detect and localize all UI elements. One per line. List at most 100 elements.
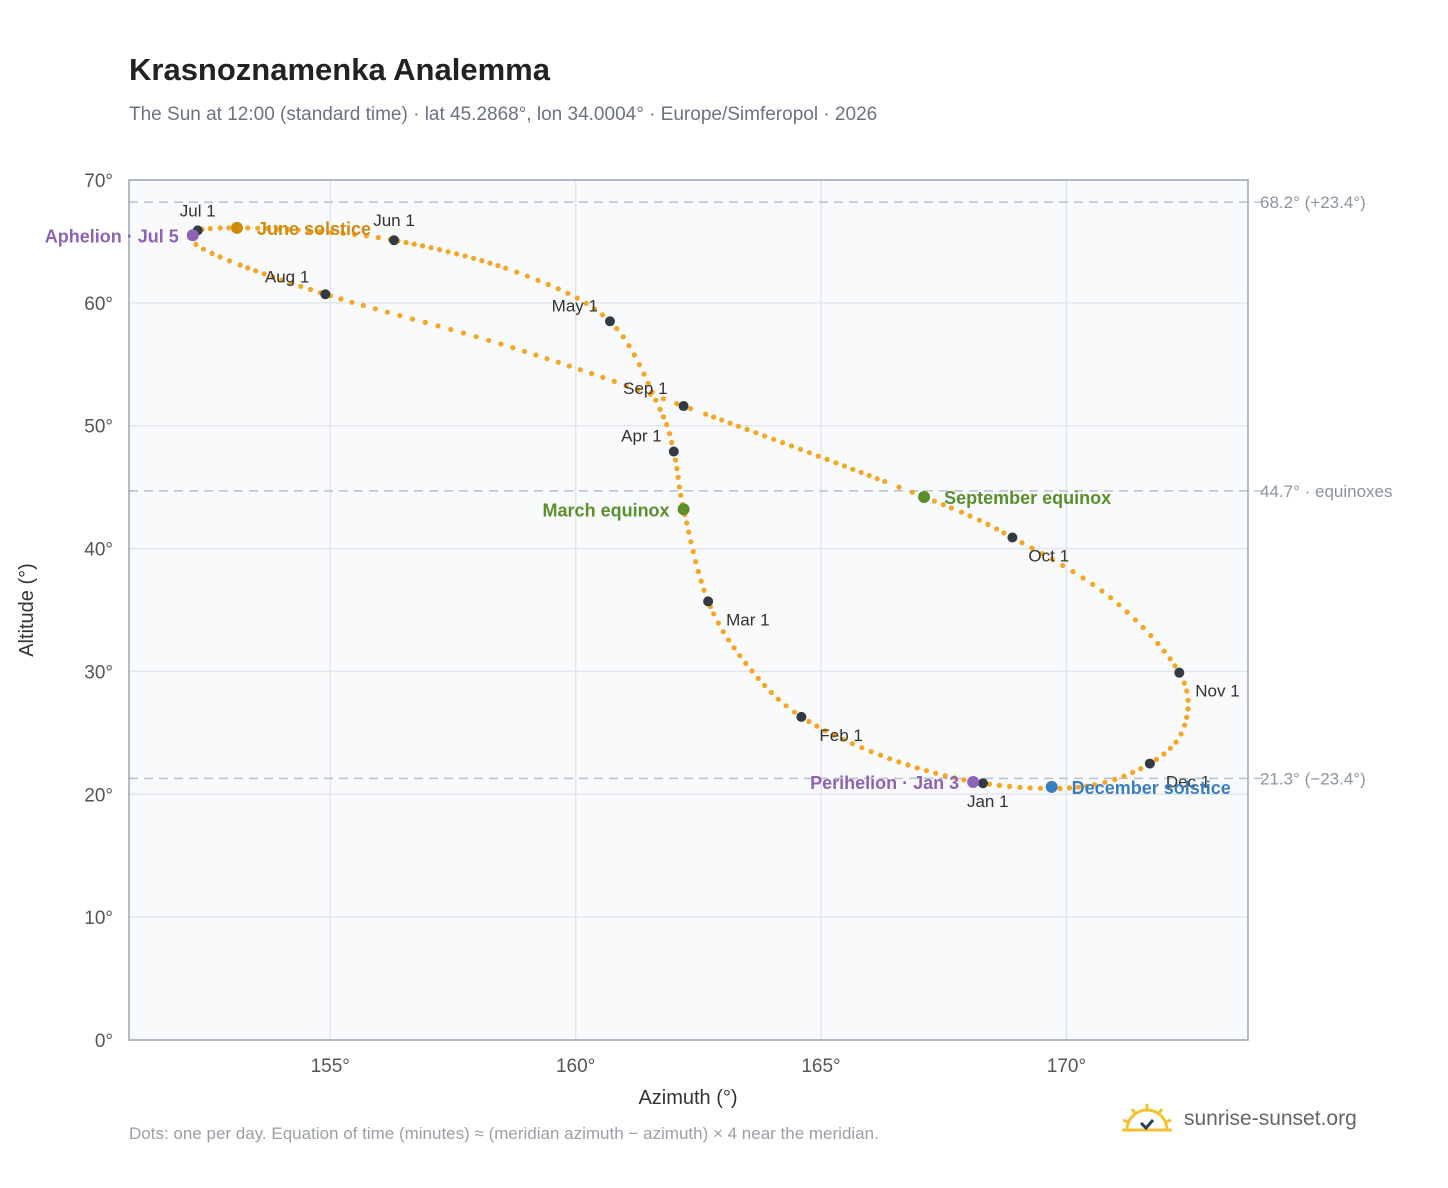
month-label: Apr 1 [621, 427, 662, 446]
daily-sun-dot [976, 517, 983, 523]
month-label: Dec 1 [1166, 773, 1210, 792]
daily-sun-dot [951, 775, 958, 781]
daily-sun-dot [923, 768, 930, 774]
month-label: Aug 1 [265, 267, 309, 286]
event-label: March equinox [543, 500, 670, 520]
daily-sun-dot [372, 306, 378, 312]
daily-sun-dot [1173, 739, 1179, 745]
daily-sun-dot [514, 269, 520, 275]
daily-sun-dot [275, 226, 281, 232]
daily-sun-dot [1132, 617, 1138, 623]
daily-sun-dot [783, 703, 789, 709]
daily-sun-dot [626, 343, 632, 349]
daily-sun-dot [445, 249, 451, 255]
daily-sun-dot [577, 367, 584, 373]
event-label: September equinox [944, 488, 1111, 508]
event-label: December solstice [1072, 778, 1231, 798]
daily-sun-dot [660, 396, 667, 402]
daily-sun-dot [1161, 751, 1167, 757]
daily-sun-dot [833, 460, 839, 466]
daily-sun-dot [762, 433, 768, 439]
daily-sun-dot [1102, 779, 1108, 785]
daily-sun-dot [495, 263, 501, 269]
chart-subtitle: The Sun at 12:00 (standard time) · lat 4… [129, 104, 878, 125]
daily-sun-dot [255, 225, 261, 231]
daily-sun-dot [1084, 783, 1090, 789]
daily-sun-dot [1049, 556, 1055, 563]
event-label: Aphelion · Jul 5 [45, 226, 179, 246]
daily-sun-dot [771, 436, 777, 442]
daily-sun-dot [866, 472, 872, 479]
y-tick-label: 0° [95, 1031, 113, 1052]
daily-sun-dot [726, 637, 732, 643]
daily-sun-dot [672, 457, 679, 463]
daily-sun-dot [1075, 784, 1081, 790]
daily-sun-dot [686, 529, 692, 535]
daily-sun-dot [688, 539, 694, 545]
month-marker [320, 289, 331, 300]
daily-sun-dot [942, 773, 948, 779]
daily-sun-dot [931, 498, 938, 504]
reference-line-label: 21.3° (−23.4°) [1260, 769, 1366, 788]
daily-sun-dot [1121, 773, 1127, 779]
daily-sun-dot [1153, 756, 1159, 763]
daily-sun-dot [1057, 785, 1063, 791]
daily-sun-dot [1080, 575, 1086, 581]
daily-sun-dot [653, 397, 659, 403]
daily-sun-dot [1007, 783, 1013, 790]
daily-sun-dot [535, 277, 541, 283]
daily-sun-dot [887, 756, 893, 762]
event-marker [230, 221, 243, 234]
daily-sun-dot [664, 422, 670, 428]
daily-sun-dot [200, 246, 207, 252]
daily-sun-dot [701, 587, 707, 593]
daily-sun-dot [420, 243, 426, 249]
daily-sun-dot [409, 316, 415, 322]
daily-sun-dot [397, 313, 403, 319]
daily-sun-dot [261, 271, 267, 277]
daily-sun-dot [914, 765, 920, 771]
daily-sun-dot [814, 723, 820, 729]
daily-sun-dot [1172, 663, 1178, 669]
daily-sun-dot [226, 258, 233, 264]
daily-sun-dot [905, 762, 911, 768]
daily-sun-dot [1019, 540, 1025, 546]
daily-sun-dot [600, 312, 606, 318]
month-label: May 1 [552, 296, 598, 315]
daily-sun-dot [521, 348, 528, 354]
daily-sun-dot [788, 443, 795, 449]
daily-sun-dot [676, 484, 683, 490]
daily-sun-dot [749, 668, 755, 674]
daily-sun-dot [684, 520, 690, 526]
daily-sun-dot [1037, 785, 1043, 791]
daily-sun-dot [735, 423, 742, 429]
daily-sun-dot [298, 283, 304, 289]
daily-sun-dot [849, 741, 856, 747]
chart-title: Krasnoznamenka Analemma [129, 52, 550, 87]
daily-sun-dot [487, 260, 493, 266]
month-marker [703, 596, 714, 607]
brand[interactable]: sunrise-sunset.org [1120, 1102, 1357, 1136]
daily-sun-dot [868, 749, 874, 755]
daily-sun-dot [1185, 697, 1191, 703]
x-tick-label: 160° [556, 1056, 595, 1077]
month-label: Jun 1 [373, 211, 415, 230]
footnote: Dots: one per day. Equation of time (min… [129, 1124, 879, 1143]
daily-sun-dot [695, 568, 701, 575]
month-marker [389, 235, 400, 246]
daily-sun-dot [1148, 633, 1154, 639]
month-marker [678, 401, 689, 412]
daily-sun-dot [360, 302, 366, 309]
daily-sun-dot [460, 330, 467, 336]
daily-sun-dot [958, 509, 965, 515]
daily-sun-dot [775, 696, 782, 702]
daily-sun-dot [674, 465, 680, 472]
daily-sun-dot [1161, 648, 1167, 654]
daily-sun-dot [589, 370, 595, 377]
daily-sun-dot [806, 450, 813, 456]
daily-sun-dot [1017, 784, 1023, 790]
plot-frame [128, 179, 1249, 1041]
daily-sun-dot [896, 759, 902, 765]
daily-sun-dot [1130, 769, 1136, 776]
y-tick-label: 30° [84, 662, 113, 683]
